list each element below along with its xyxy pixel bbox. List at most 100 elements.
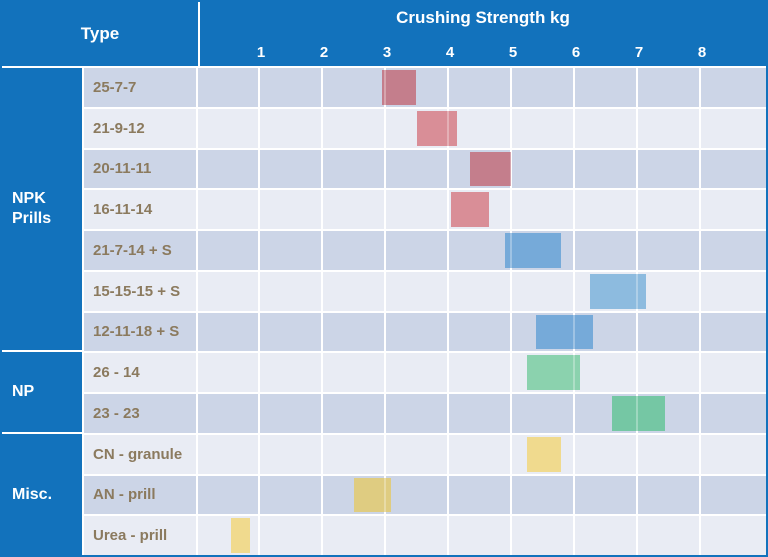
gridline-overlay	[636, 516, 638, 555]
gridline-overlay	[321, 353, 323, 392]
gridline-overlay	[321, 68, 323, 107]
chart-row	[198, 271, 766, 311]
gridline	[384, 271, 386, 311]
gridline-overlay	[510, 434, 512, 474]
gridline-overlay	[636, 312, 638, 352]
gridline	[510, 516, 512, 555]
gridline	[258, 394, 260, 433]
gridline	[258, 231, 260, 270]
gridline	[258, 149, 260, 189]
gridline	[258, 108, 260, 148]
strength-range-bar	[611, 396, 666, 431]
gridline-overlay	[573, 149, 575, 189]
gridline	[573, 271, 575, 311]
row-label: 15-15-15 + S	[84, 271, 198, 311]
group-label: NP	[12, 383, 35, 400]
gridline	[510, 108, 512, 148]
gridline-overlay	[699, 312, 701, 352]
group-label: NPK Prills	[12, 189, 52, 227]
gridline	[699, 190, 701, 229]
table-row: 15-15-15 + S	[84, 271, 766, 313]
gridline-overlay	[636, 190, 638, 229]
gridline	[447, 149, 449, 189]
gridline	[258, 475, 260, 515]
gridline	[573, 434, 575, 474]
strength-range-bar	[526, 355, 581, 390]
gridline	[636, 231, 638, 270]
gridline-overlay	[699, 475, 701, 515]
row-label: 12-11-18 + S	[84, 312, 198, 352]
gridline-overlay	[699, 434, 701, 474]
gridline	[510, 68, 512, 107]
gridline-overlay	[321, 231, 323, 270]
gridline-overlay	[447, 190, 449, 229]
gridline-overlay	[384, 394, 386, 433]
axis-tick-label: 1	[256, 44, 266, 61]
row-label: 23 - 23	[84, 394, 198, 433]
table-row: 21-9-12	[84, 108, 766, 150]
gridline	[699, 68, 701, 107]
gridline	[321, 394, 323, 433]
chart-header-row: Type Crushing Strength kg 1 2 3 4 5 6 7 8	[2, 2, 766, 68]
gridline	[258, 190, 260, 229]
axis-tick-label: 7	[634, 44, 644, 61]
chart-row	[198, 475, 766, 515]
gridline	[573, 149, 575, 189]
gridline	[573, 108, 575, 148]
gridline-overlay	[447, 149, 449, 189]
gridline	[447, 394, 449, 433]
group-column: NPK Prills NP Misc.	[2, 68, 84, 555]
gridline-overlay	[321, 312, 323, 352]
gridline-overlay	[447, 516, 449, 555]
gridline	[636, 475, 638, 515]
gridline-overlay	[258, 434, 260, 474]
axis-tick-label: 3	[382, 44, 392, 61]
gridline-overlay	[573, 231, 575, 270]
table-row: 26 - 14	[84, 353, 766, 394]
axis-tick-label: 4	[445, 44, 455, 61]
gridline-overlay	[258, 312, 260, 352]
gridline-overlay	[636, 475, 638, 515]
gridline	[384, 231, 386, 270]
gridline-overlay	[573, 434, 575, 474]
chart-row	[198, 434, 766, 474]
gridline-overlay	[699, 516, 701, 555]
gridline-overlay	[384, 190, 386, 229]
gridline-overlay	[258, 231, 260, 270]
group-cell-npk-prills: NPK Prills	[2, 68, 82, 352]
gridline	[321, 190, 323, 229]
gridline-overlay	[636, 353, 638, 392]
axis-tick-label: 6	[571, 44, 581, 61]
gridline-overlay	[321, 108, 323, 148]
gridline	[321, 149, 323, 189]
gridline-overlay	[258, 108, 260, 148]
strength-range-bar	[451, 192, 489, 227]
gridline	[510, 475, 512, 515]
gridline	[510, 353, 512, 392]
table-row: 12-11-18 + S	[84, 312, 766, 354]
gridline	[321, 434, 323, 474]
gridline-overlay	[258, 271, 260, 311]
gridline-overlay	[699, 271, 701, 311]
strength-range-bar	[230, 518, 250, 553]
gridline	[636, 434, 638, 474]
gridline-overlay	[699, 68, 701, 107]
gridline	[384, 312, 386, 352]
strength-range-bar	[470, 151, 511, 187]
gridline	[447, 68, 449, 107]
gridline-overlay	[636, 231, 638, 270]
table-row: 20-11-11	[84, 149, 766, 191]
gridline-overlay	[258, 68, 260, 107]
axis-tick-label: 8	[697, 44, 707, 61]
row-label: 26 - 14	[84, 353, 198, 392]
chart-row	[198, 190, 766, 229]
data-rows: 25-7-7 21-9-12 20-11-11 16-11-14 21-7-14 + S…	[84, 68, 766, 555]
gridline-overlay	[384, 231, 386, 270]
gridline-overlay	[510, 353, 512, 392]
gridline	[510, 312, 512, 352]
gridline	[699, 271, 701, 311]
gridline-overlay	[636, 149, 638, 189]
gridline-overlay	[321, 271, 323, 311]
gridline	[321, 108, 323, 148]
group-cell-misc-: Misc.	[2, 434, 82, 555]
